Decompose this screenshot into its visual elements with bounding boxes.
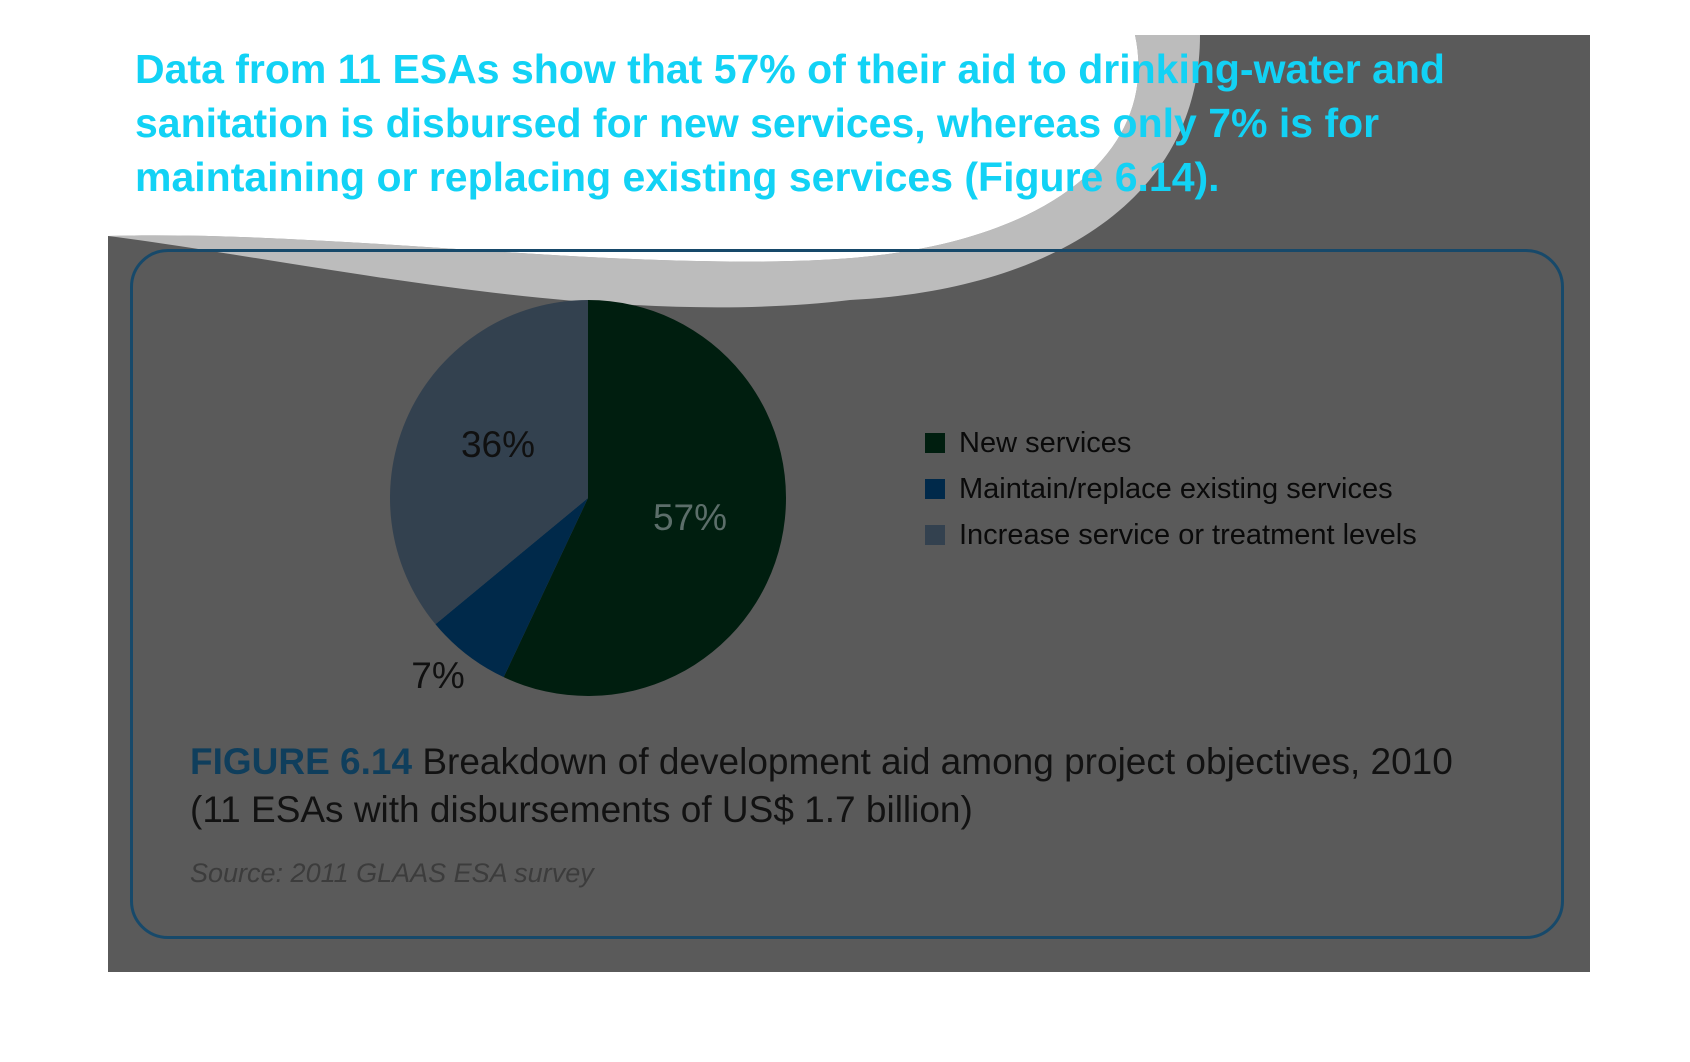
legend-swatch <box>925 525 945 545</box>
pie-slice-label-1: 57% <box>653 497 727 538</box>
pie-slice-label-2: 7% <box>411 655 464 696</box>
legend-item-maintain-replace: Maintain/replace existing services <box>925 466 1417 512</box>
figure-number: FIGURE 6.14 <box>190 741 413 782</box>
pie-slice-label-3: 36% <box>461 424 535 465</box>
pie-labels: 57% 7% 36% <box>411 424 727 696</box>
legend-swatch <box>925 433 945 453</box>
legend-label: New services <box>959 426 1132 459</box>
pie-chart <box>389 300 787 697</box>
pie-slice-1 <box>503 300 787 697</box>
legend-item-increase-levels: Increase service or treatment levels <box>925 512 1417 558</box>
pie-slice-2 <box>435 498 588 678</box>
pie-slice-3 <box>389 300 588 625</box>
legend-label: Maintain/replace existing services <box>959 472 1393 505</box>
figure-caption: FIGURE 6.14 Breakdown of development aid… <box>190 738 1490 834</box>
legend-swatch <box>925 479 945 499</box>
caption-text: Breakdown of development aid among proje… <box>190 741 1453 830</box>
wave-highlight <box>108 35 1139 262</box>
figure-source: Source: 2011 GLAAS ESA survey <box>190 858 594 888</box>
headline: Data from 11 ESAs show that 57% of their… <box>135 46 1445 200</box>
figure-frame <box>130 249 1564 939</box>
legend-label: Increase service or treatment levels <box>959 518 1417 551</box>
legend-item-new-services: New services <box>925 420 1417 466</box>
chart-legend: New services Maintain/replace existing s… <box>925 420 1417 558</box>
